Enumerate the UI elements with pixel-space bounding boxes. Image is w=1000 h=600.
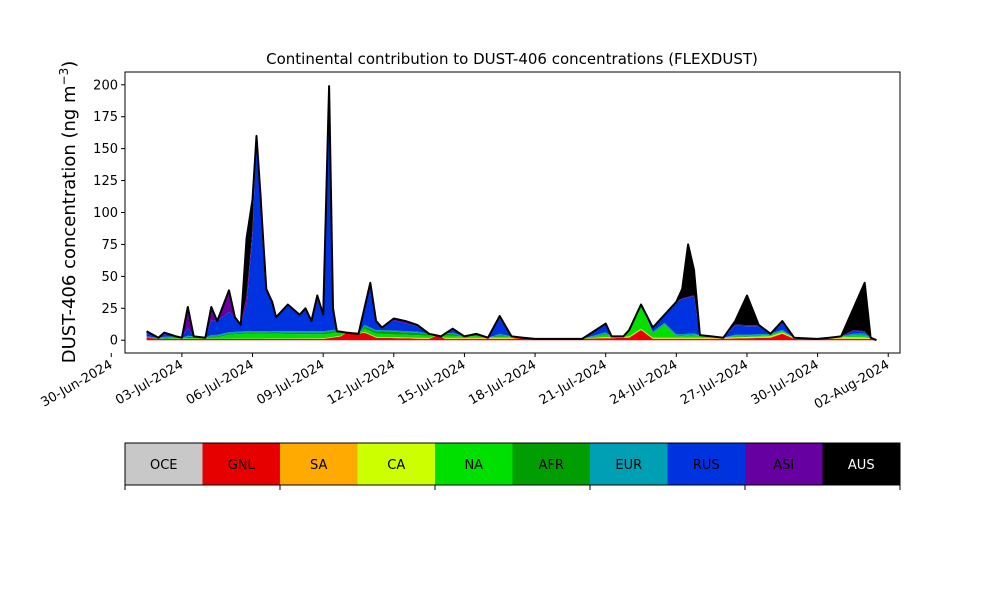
- y-tick-label: 75: [101, 238, 118, 253]
- colorbar-label-eur: EUR: [615, 458, 642, 473]
- colorbar-frame: [124, 442, 901, 486]
- x-tick-label: 27-Jul-2024: [678, 357, 751, 408]
- x-tick-label: 02-Aug-2024: [812, 357, 892, 412]
- colorbar-swatch-sa: [280, 443, 358, 485]
- y-axis-label: DUST-406 concentration (ng m−3): [57, 61, 80, 364]
- colorbar-swatch-afr: [512, 443, 591, 485]
- y-tick-label: 25: [101, 302, 118, 317]
- x-axis: 30-Jun-202403-Jul-202406-Jul-202409-Jul-…: [38, 353, 892, 413]
- colorbar-label-na: NA: [464, 458, 483, 473]
- y-tick-label: 125: [93, 174, 118, 189]
- colorbar-swatch-gnl: [202, 443, 281, 485]
- y-axis-label-main: DUST-406 concentration (ng m: [59, 85, 80, 363]
- y-axis: 0 25 50 75 100 125 150 175 200: [93, 78, 125, 349]
- plot-area: [124, 71, 901, 354]
- x-tick-label: 21-Jul-2024: [537, 357, 610, 408]
- colorbar-swatch-aus: [822, 443, 901, 485]
- y-axis-label-superscript: −3: [57, 68, 71, 86]
- region-colorbar-legend: OCE GNL SA CA NA AFR EUR RUS ASI AUS: [124, 442, 901, 490]
- x-tick-label: 03-Jul-2024: [113, 357, 186, 408]
- chart-title: Continental contribution to DUST-406 con…: [266, 50, 758, 68]
- colorbar-label-oce: OCE: [150, 458, 178, 473]
- y-tick-label: 150: [93, 142, 118, 157]
- colorbar-label-rus: RUS: [693, 458, 720, 473]
- colorbar-swatch-rus: [667, 443, 746, 485]
- x-tick-label: 06-Jul-2024: [184, 357, 257, 408]
- colorbar-swatch-oce: [125, 443, 203, 485]
- colorbar-label-afr: AFR: [539, 458, 564, 473]
- x-tick-label: 09-Jul-2024: [254, 357, 327, 408]
- colorbar-label-aus: AUS: [848, 458, 875, 473]
- x-tick-label: 15-Jul-2024: [396, 357, 469, 408]
- x-tick-label: 30-Jun-2024: [38, 357, 115, 410]
- x-tick-label: 24-Jul-2024: [608, 357, 681, 408]
- colorbar-label-sa: SA: [310, 458, 327, 473]
- colorbar-swatch-eur: [590, 443, 668, 485]
- x-tick-label: 30-Jul-2024: [749, 357, 822, 408]
- area-afr: [146, 304, 877, 341]
- y-tick-label: 100: [93, 206, 118, 221]
- colorbar-label-ca: CA: [387, 458, 405, 473]
- colorbar-swatch-na: [435, 443, 513, 485]
- y-tick-label: 0: [110, 334, 118, 349]
- y-tick-label: 175: [93, 110, 118, 125]
- colorbar-swatch-asi: [745, 443, 823, 485]
- y-axis-label-close: ): [59, 61, 80, 68]
- y-tick-label: 200: [93, 78, 118, 93]
- area-ca: [146, 328, 877, 341]
- colorbar-label-gnl: GNL: [228, 458, 256, 473]
- area-eur: [146, 304, 877, 341]
- colorbar-label-asi: ASI: [773, 458, 794, 473]
- y-tick-label: 50: [101, 270, 118, 285]
- total-line: [146, 85, 877, 342]
- x-tick-label: 18-Jul-2024: [466, 357, 539, 408]
- area-rus: [146, 86, 877, 341]
- x-tick-label: 12-Jul-2024: [325, 357, 398, 408]
- colorbar-swatch-ca: [357, 443, 436, 485]
